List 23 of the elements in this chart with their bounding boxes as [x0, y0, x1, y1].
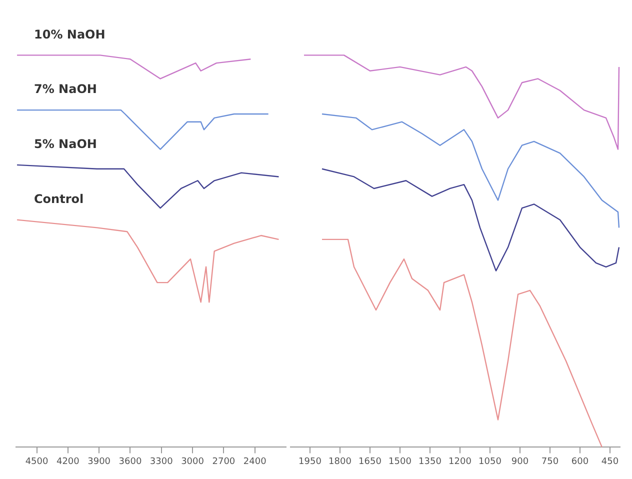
x-tick-label: 600 [571, 456, 589, 467]
series-label: 5% NaOH [34, 137, 97, 152]
x-tick-label: 3000 [181, 456, 204, 467]
x-tick-label: 450 [601, 456, 619, 467]
x-tick-label: 2400 [243, 456, 267, 467]
x-tick-label: 1350 [418, 456, 442, 467]
series-label: Control [34, 192, 84, 206]
x-tick-label: 900 [511, 456, 529, 467]
x-tick-label: 4200 [56, 456, 80, 467]
x-tick-label: 3600 [118, 456, 142, 467]
x-tick-label: 1500 [388, 456, 412, 467]
x-tick-label: 750 [541, 456, 559, 467]
x-tick-label: 3900 [88, 456, 111, 467]
x-tick-label: 3300 [150, 456, 174, 467]
x-tick-label: 1650 [358, 456, 382, 467]
x-tick-label: 1800 [328, 456, 352, 467]
x-tick-label: 4500 [25, 456, 48, 467]
x-tick-label: 2700 [212, 456, 236, 467]
series-label: 7% NaOH [34, 82, 97, 96]
series-label: 10% NaOH [34, 27, 106, 42]
x-tick-label: 1950 [298, 456, 322, 467]
x-tick-label: 1050 [478, 456, 502, 467]
x-tick-label: 1200 [448, 456, 472, 467]
